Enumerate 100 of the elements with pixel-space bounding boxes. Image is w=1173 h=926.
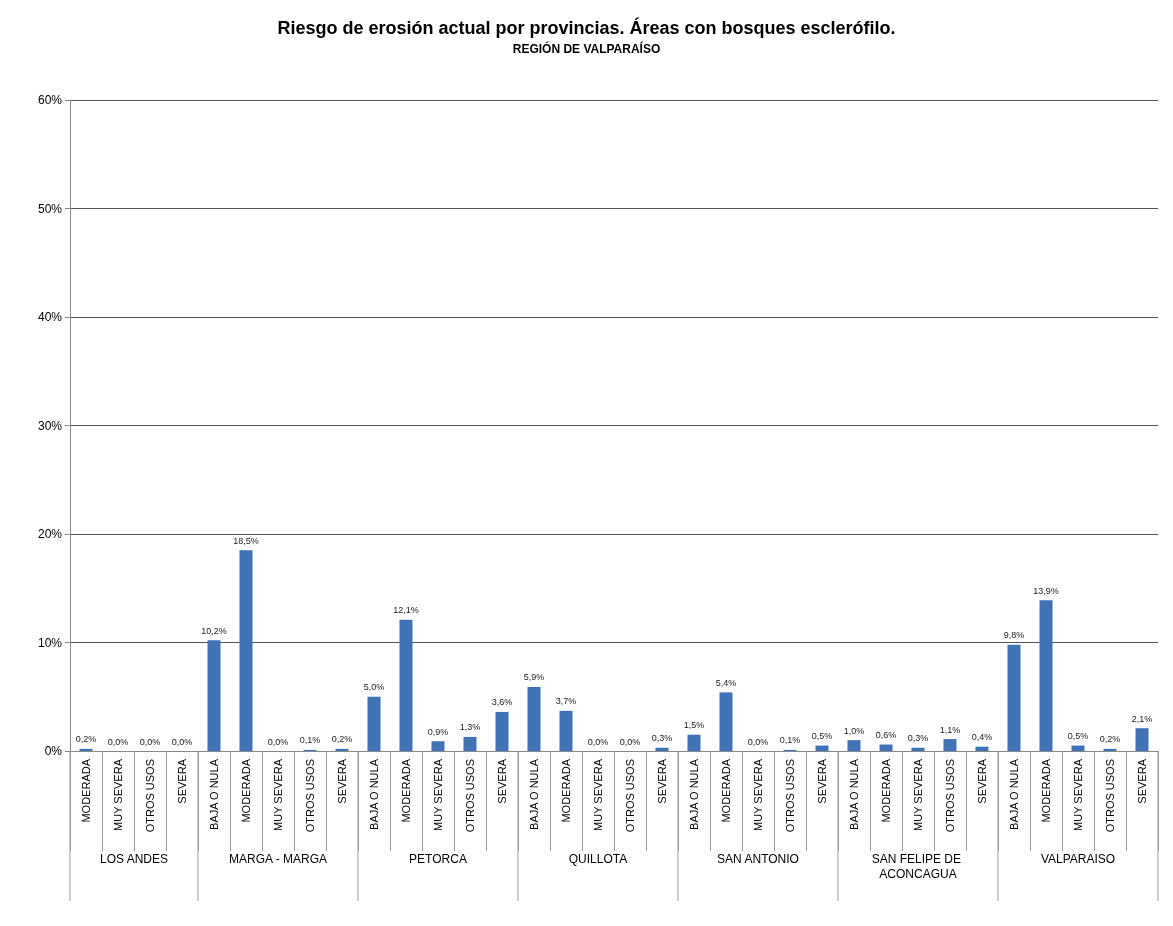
x-tick-label: SEVERA (816, 758, 828, 804)
bar (559, 710, 573, 751)
x-tick-label: SEVERA (656, 758, 668, 804)
data-label: 5,0% (363, 682, 385, 693)
x-tick-label: BAJA O NULA (1008, 758, 1020, 830)
bar (1039, 600, 1053, 751)
data-label: 1,5% (683, 720, 705, 731)
x-tick-label: BAJA O NULA (368, 758, 380, 830)
data-label: 5,4% (715, 677, 737, 688)
bar (1103, 748, 1117, 751)
text: VALPARAISO (1040, 851, 1116, 866)
bar (911, 747, 925, 751)
text: SAN ANTONIO (717, 851, 799, 866)
y-tick-label: 60% (37, 93, 63, 107)
bar (463, 736, 477, 751)
data-label: 2,1% (1131, 713, 1153, 724)
bar (527, 686, 541, 751)
data-label: 0,1% (299, 735, 321, 746)
text: SAN FELIPE DE ACONCAGUA (871, 851, 965, 881)
bar (207, 640, 221, 751)
x-tick-label: SEVERA (1136, 758, 1148, 804)
x-tick-label: MODERADA (80, 758, 92, 823)
y-tick-label: 50% (37, 201, 63, 216)
data-label: 3,6% (491, 697, 513, 708)
data-label: 0,0% (619, 736, 641, 747)
bar (879, 744, 893, 751)
x-tick-label: BAJA O NULA (528, 758, 540, 830)
data-label: 0,3% (907, 733, 929, 744)
text: QUILLOTA (568, 851, 628, 866)
chart-subtitle: REGIÓN DE VALPARAÍSO (512, 41, 661, 56)
x-tick-label: MODERADA (560, 758, 572, 823)
data-label: 0,6% (875, 729, 897, 740)
data-label: 0,2% (331, 734, 353, 745)
data-label: 10,2% (201, 625, 227, 636)
text: PETORCA (409, 851, 467, 866)
bar (1071, 745, 1085, 751)
x-tick-label: BAJA O NULA (848, 758, 860, 830)
bar (1007, 644, 1021, 751)
data-label: 12,1% (393, 605, 419, 616)
data-label: 0,1% (779, 735, 801, 746)
x-tick-label: MODERADA (1040, 758, 1052, 823)
x-tick-label: OTROS USOS (944, 759, 956, 833)
bar (239, 550, 253, 751)
text: MARGA - MARGA (228, 851, 328, 866)
data-label: 3,7% (555, 696, 577, 707)
bar (79, 748, 93, 751)
x-tick-label: MODERADA (400, 758, 412, 823)
x-tick-label: MUY SEVERA (752, 758, 764, 831)
data-label: 1,0% (843, 725, 865, 736)
data-label: 0,5% (1067, 731, 1089, 742)
bar (719, 692, 733, 751)
x-tick-label: OTROS USOS (624, 759, 636, 833)
data-label: 1,3% (459, 722, 481, 733)
x-tick-label: MUY SEVERA (912, 758, 924, 831)
y-tick-label: 40% (37, 310, 63, 324)
bar (847, 740, 861, 751)
data-label: 0,0% (747, 736, 769, 747)
data-label: 0,2% (1099, 734, 1121, 745)
bar (1135, 728, 1149, 751)
data-label: 0,0% (139, 736, 161, 747)
y-tick-label: 10% (37, 635, 63, 650)
data-label: 18,5% (233, 535, 259, 546)
data-label: 9,8% (1003, 630, 1025, 641)
x-tick-label: SEVERA (176, 758, 188, 804)
x-tick-label: OTROS USOS (464, 759, 476, 833)
bar (431, 741, 445, 751)
x-tick-label: SEVERA (496, 758, 508, 804)
data-label: 13,9% (1033, 585, 1059, 596)
data-label: 0,5% (811, 731, 833, 742)
data-label: 0,4% (971, 732, 993, 743)
bar (815, 745, 829, 751)
x-tick-label: SEVERA (976, 758, 988, 804)
x-tick-label: MUY SEVERA (592, 758, 604, 831)
data-label: 0,3% (651, 733, 673, 744)
y-tick-label: 0% (44, 744, 63, 758)
x-tick-label: BAJA O NULA (688, 758, 700, 830)
bar (399, 619, 413, 751)
bar (687, 734, 701, 751)
x-tick-label: MUY SEVERA (432, 758, 444, 831)
chart-title: Riesgo de erosión actual por provincias. Áreas con bosques esclerófilo. (277, 17, 896, 38)
data-label: 0,0% (267, 736, 289, 747)
x-tick-label: MUY SEVERA (112, 758, 124, 831)
x-tick-label: BAJA O NULA (208, 758, 220, 830)
x-tick-label: MUY SEVERA (272, 758, 284, 831)
bar (335, 748, 349, 751)
y-tick-label: 20% (37, 527, 63, 541)
x-tick-label: SEVERA (336, 758, 348, 804)
y-tick-label: 30% (37, 418, 63, 433)
bar (975, 746, 989, 751)
x-tick-label: MODERADA (880, 758, 892, 823)
data-label: 0,0% (107, 736, 129, 747)
data-label: 0,2% (75, 734, 97, 745)
bar (495, 711, 509, 751)
x-tick-label: OTROS USOS (1104, 759, 1116, 833)
x-tick-label: OTROS USOS (784, 759, 796, 833)
data-label: 5,9% (523, 672, 545, 683)
x-tick-label: OTROS USOS (144, 759, 156, 833)
x-tick-label: OTROS USOS (304, 759, 316, 833)
text: LOS ANDES (99, 851, 169, 866)
x-tick-label: MODERADA (720, 758, 732, 823)
